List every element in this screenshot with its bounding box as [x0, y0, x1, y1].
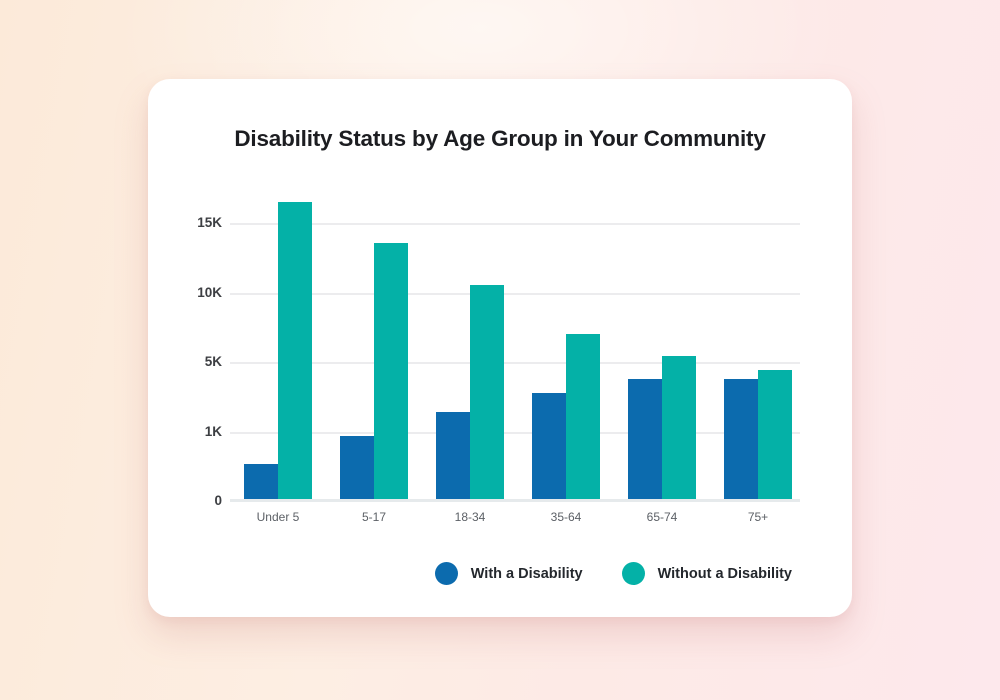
bar-group-35-64: [518, 192, 614, 502]
bar-without-a-disability: [566, 333, 600, 499]
bar-group-65-74: [614, 192, 710, 502]
legend-label: Without a Disability: [657, 565, 792, 582]
x-tick-label: 18-34: [454, 510, 486, 524]
gridline-10K: [230, 292, 800, 295]
legend-item: With a Disability: [434, 562, 583, 585]
bar-without-a-disability: [278, 201, 312, 499]
y-tick-label-5K: 5K: [204, 354, 222, 369]
bar-group-under-5: [230, 192, 326, 502]
bar-without-a-disability: [374, 243, 408, 499]
legend-label: With a Disability: [470, 565, 583, 582]
bar-without-a-disability: [662, 355, 696, 499]
bar-with-a-disability: [340, 436, 374, 499]
gridline-0: [230, 499, 800, 502]
bar-with-a-disability: [532, 393, 566, 499]
y-tick-label-15K: 15K: [197, 215, 222, 230]
gridline-15K: [230, 223, 800, 225]
gridline-5K: [230, 362, 800, 364]
legend-swatch-icon: [621, 562, 645, 585]
bar-with-a-disability: [724, 379, 758, 499]
x-tick-label: 35-64: [550, 510, 582, 524]
y-tick-label-0: 0: [214, 493, 222, 508]
x-tick-label: 65-74: [646, 510, 678, 524]
plot-area: 0 1K 5K 10K 15K Under 5 5-17 18-34 35-64 65-74 75…: [197, 192, 806, 524]
legend: With a Disability Without a Disability: [434, 562, 792, 585]
bar-with-a-disability: [628, 379, 662, 499]
bar-without-a-disability: [470, 284, 504, 499]
bar-group-18-34: [422, 192, 518, 502]
bar-group-75+: [710, 192, 806, 502]
bar-without-a-disability: [758, 370, 792, 499]
bar-with-a-disability: [244, 464, 278, 499]
gridline-1K: [230, 431, 800, 434]
y-tick-label-1K: 1K: [204, 423, 222, 439]
y-tick-label-10K: 10K: [197, 284, 222, 300]
legend-item: Without a Disability: [621, 562, 792, 585]
x-tick-label: Under 5: [256, 510, 300, 524]
chart-card: Disability Status by Age Group in Your C…: [148, 79, 852, 617]
chart-title: Disability Status by Age Group in Your C…: [234, 126, 766, 151]
x-tick-label: 5-17: [361, 510, 387, 524]
x-tick-label: 75+: [747, 510, 769, 524]
legend-swatch-icon: [434, 562, 458, 585]
bar-group-5-17: [326, 192, 422, 502]
bar-with-a-disability: [436, 412, 470, 499]
